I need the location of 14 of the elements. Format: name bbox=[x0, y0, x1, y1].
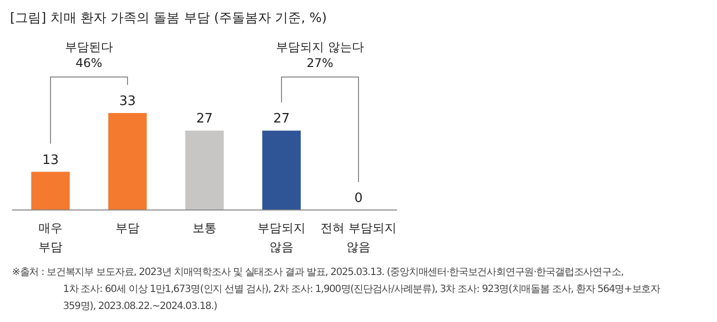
data-label: 27 bbox=[196, 112, 213, 127]
x-tick-label: 전혀 부담되지 않음 bbox=[320, 221, 396, 254]
x-tick-label: 보통 bbox=[192, 221, 216, 235]
chart-title: [그림] 치매 환자 가족의 돌봄 부담 (주돌봄자 기준, %) bbox=[10, 11, 327, 26]
text: 부담되지 않는다 27% bbox=[276, 40, 364, 70]
text: ※출처 : 보건복지부 보도자료, 2023년 치매역학조사 및 실태조사 결과 발표, 2025.03.13. (중앙치매센터·한국보건사회연구원·한국갤럽조사연구소, 1차 조사: 60세 이상 1만1,673명(인지 선별 검사), 2차 조사: 1,900명(진단검사/사례분류), 3차 조사: 923명(치매돌봄 조사, 환자 564명+보호자 359명), 2023.08.22.~2024.03.18.) bbox=[12, 267, 661, 312]
x-tick-label: 부담 bbox=[116, 221, 140, 235]
data-label: 0 bbox=[354, 191, 363, 206]
data-label: 27 bbox=[273, 112, 290, 127]
x-tick-label: 부담되지 않음 bbox=[258, 221, 306, 254]
text: 부담된다 46% bbox=[65, 40, 113, 70]
x-tick-label: 매우 부담 bbox=[38, 221, 62, 254]
data-label: 13 bbox=[42, 152, 59, 168]
data-label: 33 bbox=[119, 94, 136, 109]
